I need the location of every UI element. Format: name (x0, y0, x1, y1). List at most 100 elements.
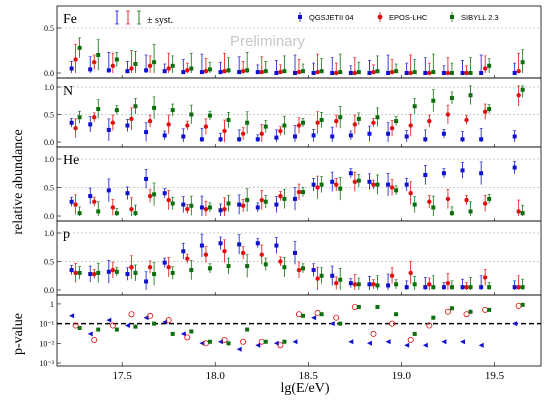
data-point (114, 108, 119, 113)
data-point (255, 205, 260, 210)
data-point (479, 137, 484, 142)
data-point (441, 131, 446, 136)
data-point (125, 69, 130, 74)
data-point (386, 283, 391, 288)
data-point (479, 285, 484, 290)
data-point (69, 268, 74, 273)
data-point (516, 284, 521, 290)
data-point (427, 282, 432, 287)
data-point (185, 68, 190, 73)
data-point (412, 104, 417, 109)
data-point (311, 268, 316, 273)
data-point (185, 123, 190, 128)
data-point (199, 137, 204, 142)
data-point (423, 71, 428, 75)
pvalue-point (319, 312, 324, 317)
data-point (218, 208, 223, 213)
data-point (170, 201, 175, 206)
data-point (319, 273, 324, 278)
x-tick-label: 19.0 (392, 370, 412, 382)
pvalue-point (72, 322, 79, 329)
data-point (464, 117, 469, 123)
data-point (431, 285, 436, 290)
data-point (404, 134, 409, 139)
data-point (73, 57, 78, 62)
data-point (293, 250, 297, 255)
data-point (114, 57, 119, 62)
data-point (389, 126, 395, 131)
data-point (487, 107, 492, 111)
data-point (464, 197, 469, 203)
data-point (240, 69, 246, 74)
data-point (69, 66, 74, 71)
pvalue-point (91, 336, 98, 343)
pvalue-point (333, 314, 340, 321)
data-point (144, 279, 149, 284)
pvalue-point (292, 339, 298, 345)
data-point (464, 70, 469, 76)
data-point (394, 188, 399, 193)
data-point (77, 270, 82, 275)
data-point (125, 272, 130, 277)
data-point (125, 123, 130, 128)
data-point (203, 252, 209, 257)
data-point (96, 209, 101, 214)
pvalue-point (221, 336, 228, 343)
pvalue-point (404, 342, 410, 348)
y-tick-label: 0.5 (44, 184, 54, 193)
pvalue-point (128, 311, 135, 318)
data-point (468, 71, 473, 75)
data-point (408, 191, 413, 196)
data-point (460, 137, 465, 142)
data-point (386, 71, 391, 75)
data-point (152, 60, 157, 65)
data-point (189, 203, 194, 208)
data-point (110, 120, 116, 125)
pvalue-point (520, 302, 525, 307)
data-point (334, 280, 339, 286)
data-point (278, 193, 283, 199)
data-point (274, 202, 279, 207)
data-point (181, 249, 186, 254)
data-point (352, 70, 358, 76)
data-point (259, 131, 264, 136)
data-point (301, 69, 305, 74)
data-point (330, 134, 335, 139)
data-point (319, 182, 324, 187)
data-point (449, 285, 454, 290)
data-point (170, 270, 175, 275)
data-point (222, 69, 227, 74)
data-point (338, 277, 343, 282)
pvalue-point (478, 342, 484, 348)
pvalue-point (109, 322, 116, 329)
y-tick-label: 0.0 (44, 69, 54, 78)
data-point (106, 269, 111, 274)
data-point (520, 211, 525, 216)
pvalue-point (389, 320, 396, 327)
data-point (520, 285, 525, 290)
pvalue-point (114, 327, 119, 332)
data-point (129, 116, 134, 122)
data-point (487, 285, 492, 290)
pvalue-point (407, 336, 414, 343)
data-point (449, 71, 454, 75)
data-point (375, 69, 380, 74)
data-point (226, 118, 231, 122)
data-point (245, 68, 250, 73)
data-point (226, 201, 231, 206)
data-point (237, 137, 242, 142)
data-point (408, 70, 413, 76)
legend-label: SIBYLL 2.3 (461, 13, 499, 22)
data-point (181, 134, 186, 139)
data-point (296, 189, 302, 195)
pvalue-point (449, 306, 454, 311)
data-point (129, 66, 134, 71)
data-point (460, 285, 465, 290)
pvalue-point (199, 340, 205, 346)
data-point (218, 70, 223, 75)
data-point (319, 118, 324, 122)
pvalue-point (226, 341, 231, 346)
data-point (189, 268, 194, 273)
data-point (170, 108, 175, 113)
